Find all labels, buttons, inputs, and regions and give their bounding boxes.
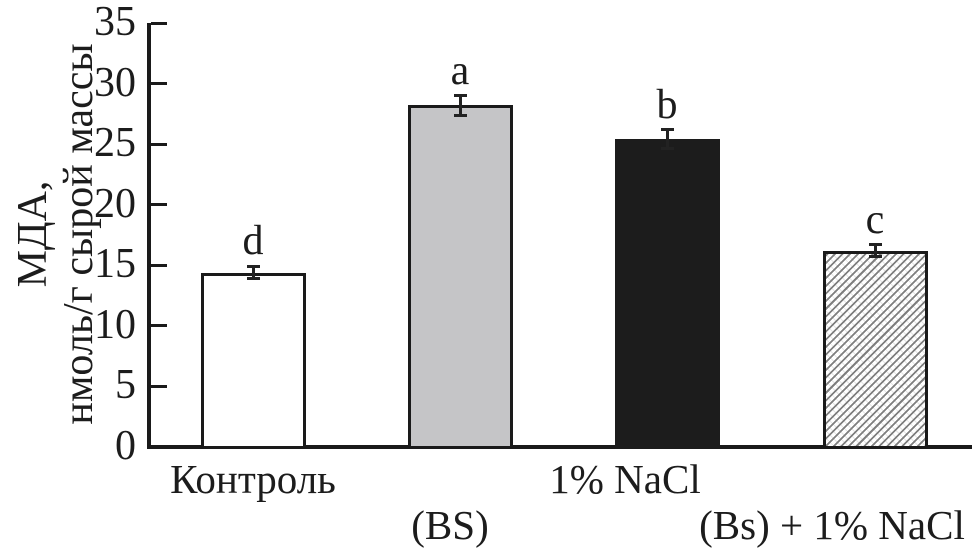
y-tick-mark <box>151 203 167 207</box>
y-tick-mark <box>151 21 167 25</box>
y-tick-mark <box>151 263 167 267</box>
significance-letter: a <box>450 47 470 94</box>
y-tick-mark <box>151 384 167 388</box>
bar-(bs) <box>407 105 513 449</box>
y-axis-line <box>147 23 151 449</box>
x-tick-label: (Bs) + 1% NaCl <box>699 502 965 548</box>
x-axis-line <box>147 445 972 449</box>
y-tick-label: 30 <box>94 59 136 106</box>
error-cap-top <box>246 264 260 268</box>
error-cap-bottom <box>868 255 882 259</box>
significance-letter: b <box>656 81 678 128</box>
error-cap-top <box>660 128 674 132</box>
error-cap-bottom <box>246 277 260 281</box>
y-tick-label: 15 <box>94 241 136 288</box>
y-tick-label: 10 <box>94 302 136 349</box>
error-bar <box>458 95 462 116</box>
error-bar <box>251 266 255 279</box>
y-tick-label: 35 <box>94 0 136 46</box>
y-tick-label: 0 <box>115 423 136 470</box>
bar-контроль <box>200 272 306 449</box>
y-tick-label: 25 <box>94 120 136 167</box>
y-tick-mark <box>151 82 167 86</box>
y-tick-label: 20 <box>94 180 136 227</box>
error-cap-top <box>868 243 882 247</box>
error-bar <box>665 129 669 149</box>
error-cap-bottom <box>660 147 674 151</box>
x-tick-label: Контроль <box>170 456 336 502</box>
bar-1%-nacl <box>614 139 720 449</box>
x-tick-label: 1% NaCl <box>549 456 701 502</box>
y-tick-label: 5 <box>115 362 136 409</box>
y-tick-mark <box>151 142 167 146</box>
x-tick-label: (BS) <box>411 502 489 548</box>
error-bar <box>873 244 877 257</box>
y-tick-mark <box>151 324 167 328</box>
significance-letter: c <box>865 196 885 243</box>
bar-(bs)-+-1%-nacl <box>822 250 928 449</box>
error-cap-bottom <box>453 113 467 117</box>
error-cap-top <box>453 94 467 98</box>
significance-letter: d <box>242 218 264 265</box>
